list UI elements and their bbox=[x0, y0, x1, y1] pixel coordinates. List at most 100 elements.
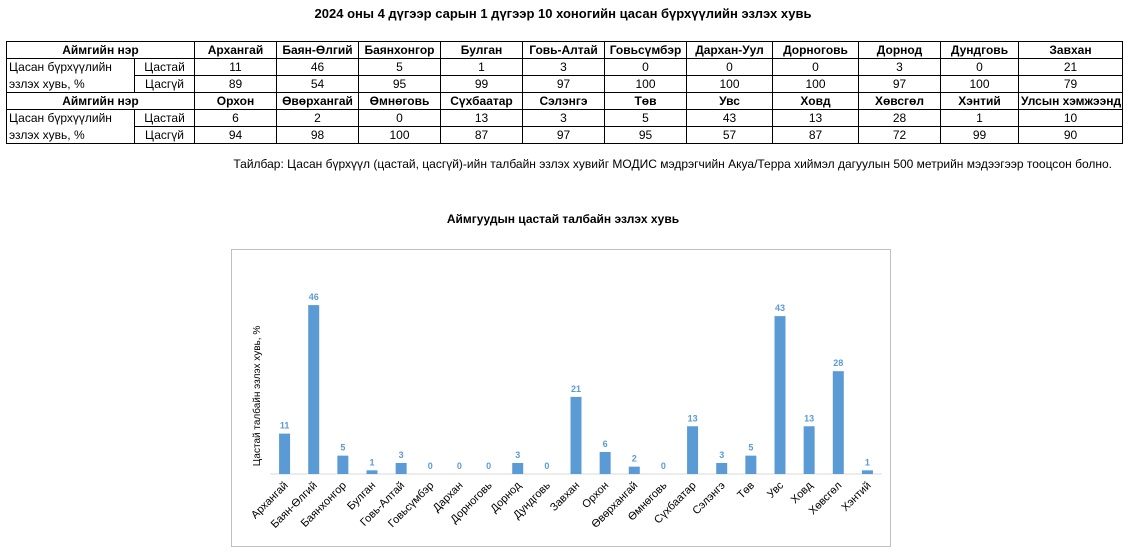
aimag-name-cell: Өвөрхангай bbox=[276, 92, 359, 110]
aimag-name-cell: Дархан-Уул bbox=[686, 41, 773, 59]
data-label-11: 6 bbox=[603, 439, 608, 449]
data-label-8: 3 bbox=[515, 450, 520, 460]
bar-15 bbox=[716, 462, 728, 474]
y-axis-label: Цастай талбайн эзлэх хувь, % bbox=[251, 326, 263, 467]
value-cell: 97 bbox=[858, 75, 941, 93]
value-cell: 98 bbox=[276, 126, 359, 144]
sub-label: Цасгүй bbox=[134, 126, 195, 144]
category-label-15: Сэлэнгэ bbox=[690, 479, 728, 517]
aimag-name-header: Аймгийн нэр bbox=[6, 92, 195, 110]
bar-20 bbox=[861, 470, 873, 474]
value-cell: 28 bbox=[858, 109, 941, 127]
value-cell: 0 bbox=[358, 109, 441, 127]
value-cell: 99 bbox=[440, 75, 523, 93]
value-cell: 3 bbox=[522, 109, 605, 127]
value-cell: 3 bbox=[522, 58, 605, 76]
table-header-row: Аймгийн нэр Орхон Өвөрхангай Өмнөговь Сүхбаа… bbox=[6, 92, 1123, 110]
bar-0 bbox=[279, 433, 291, 474]
value-cell: 5 bbox=[358, 58, 441, 76]
value-cell: 94 bbox=[194, 126, 277, 144]
value-cell: 1 bbox=[440, 58, 523, 76]
value-cell: 0 bbox=[940, 58, 1019, 76]
aimag-name-cell: Төв bbox=[604, 92, 687, 110]
row-label: эзлэх хувь, % bbox=[6, 75, 135, 93]
table-row-nosnow: эзлэх хувь, % Цасгүй 89 54 95 99 97 100 100 100 97… bbox=[6, 75, 1123, 93]
value-cell: 100 bbox=[604, 75, 687, 93]
data-label-7: 0 bbox=[486, 461, 491, 471]
snow-cover-table: Аймгийн нэр Архангай Баян-Өлгий Баянхонгор Б… bbox=[6, 41, 1123, 144]
data-label-1: 46 bbox=[309, 292, 319, 302]
data-label-2: 5 bbox=[340, 443, 345, 453]
value-cell: 95 bbox=[358, 75, 441, 93]
value-cell: 100 bbox=[358, 126, 441, 144]
value-cell: 2 bbox=[276, 109, 359, 127]
data-label-10: 21 bbox=[571, 384, 581, 394]
bar-3 bbox=[366, 470, 378, 474]
aimag-name-cell: Дорноговь bbox=[772, 41, 859, 59]
aimag-name-cell: Говьсүмбэр bbox=[604, 41, 687, 59]
page-title: 2024 оны 4 дүгээр сарын 1 дүгээр 10 хоно… bbox=[314, 6, 812, 21]
value-cell: 10 bbox=[1018, 109, 1123, 127]
bar-14 bbox=[687, 426, 699, 474]
row-label: эзлэх хувь, % bbox=[6, 126, 135, 144]
bar-19 bbox=[832, 371, 844, 474]
aimag-name-cell: Завхан bbox=[1018, 41, 1123, 59]
data-label-18: 13 bbox=[804, 413, 814, 423]
value-cell: 5 bbox=[604, 109, 687, 127]
bar-1 bbox=[308, 305, 320, 474]
aimag-name-cell: Говь-Алтай bbox=[522, 41, 605, 59]
aimag-name-header: Аймгийн нэр bbox=[6, 41, 195, 59]
aimag-name-cell: Хэнтий bbox=[940, 92, 1019, 110]
aimag-name-cell: Дорнод bbox=[858, 41, 941, 59]
value-cell: 13 bbox=[772, 109, 859, 127]
aimag-name-cell: Увс bbox=[686, 92, 773, 110]
data-label-17: 43 bbox=[775, 303, 785, 313]
value-cell: 72 bbox=[858, 126, 941, 144]
value-cell: 1 bbox=[940, 109, 1019, 127]
bar-chart: Цастай талбайн эзлэх хувь, % 11Архангай46… bbox=[249, 292, 882, 531]
value-cell: 99 bbox=[940, 126, 1019, 144]
category-label-17: Увс bbox=[765, 479, 786, 500]
table-row-snow: Цасан бүрхүүлийн Цастай 11 46 5 1 3 0 0 0 3 0 21 bbox=[6, 58, 1123, 76]
value-cell: 97 bbox=[522, 126, 605, 144]
value-cell: 54 bbox=[276, 75, 359, 93]
bar-4 bbox=[395, 462, 407, 474]
aimag-name-cell: Баян-Өлгий bbox=[276, 41, 359, 59]
value-cell: 46 bbox=[276, 58, 359, 76]
category-label-18: Ховд bbox=[789, 479, 816, 506]
bar-11 bbox=[599, 451, 611, 474]
aimag-name-cell: Сэлэнгэ bbox=[522, 92, 605, 110]
value-cell: 87 bbox=[440, 126, 523, 144]
bar-18 bbox=[803, 426, 815, 474]
aimag-name-cell: Хөвсгөл bbox=[858, 92, 941, 110]
aimag-name-cell: Сүхбаатар bbox=[440, 92, 523, 110]
aimag-name-cell: Баянхонгор bbox=[358, 41, 441, 59]
aimag-name-cell: Дундговь bbox=[940, 41, 1019, 59]
sub-label: Цастай bbox=[134, 109, 195, 127]
data-label-14: 13 bbox=[688, 413, 698, 423]
aimag-name-cell: Булган bbox=[440, 41, 523, 59]
category-label-20: Хэнтий bbox=[839, 480, 873, 514]
row-label: Цасан бүрхүүлийн bbox=[6, 58, 135, 76]
value-cell: 13 bbox=[440, 109, 523, 127]
data-label-4: 3 bbox=[399, 450, 404, 460]
data-label-9: 0 bbox=[544, 461, 549, 471]
table-row-snow: Цасан бүрхүүлийн Цастай 6 2 0 13 3 5 43 13 28 1 10 bbox=[6, 109, 1123, 127]
bar-17 bbox=[774, 316, 786, 474]
value-cell: 79 bbox=[1018, 75, 1123, 93]
data-label-6: 0 bbox=[457, 461, 462, 471]
bar-10 bbox=[570, 396, 582, 474]
value-cell: 97 bbox=[522, 75, 605, 93]
data-label-16: 5 bbox=[748, 443, 753, 453]
category-label-10: Завхан bbox=[548, 480, 582, 514]
bar-12 bbox=[628, 466, 640, 474]
sub-label: Цастай bbox=[134, 58, 195, 76]
data-label-19: 28 bbox=[833, 358, 843, 368]
value-cell: 89 bbox=[194, 75, 277, 93]
value-cell: 0 bbox=[686, 58, 773, 76]
value-cell: 57 bbox=[686, 126, 773, 144]
value-cell: 0 bbox=[772, 58, 859, 76]
data-label-5: 0 bbox=[428, 461, 433, 471]
value-cell: 95 bbox=[604, 126, 687, 144]
chart-frame: Цастай талбайн эзлэх хувь, % 11 Архангай 46… bbox=[231, 249, 891, 547]
